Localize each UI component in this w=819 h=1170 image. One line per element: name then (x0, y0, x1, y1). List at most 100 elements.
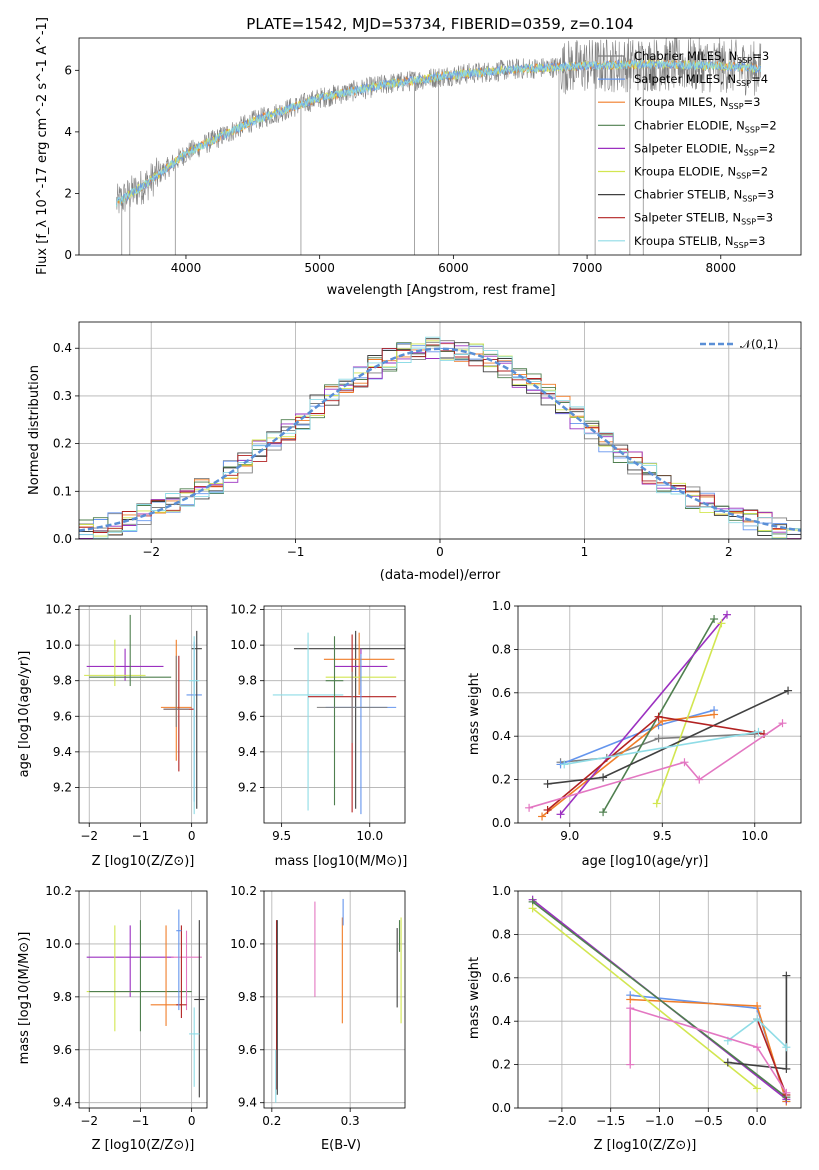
weight-vs-Z-ytick-label: 0.6 (492, 971, 511, 985)
weight-vs-Z-ytick-label: 0.2 (492, 1058, 511, 1072)
age-vs-Z-ytick-label: 9.4 (53, 745, 72, 759)
weight-vs-age-ytick-label: 0.6 (492, 686, 511, 700)
age-vs-Z-xtick-label: −1 (132, 829, 150, 843)
weight-vs-age-series-8-marker (560, 760, 569, 769)
spectrum-panel: 4000 5000 6000 7000 8000 0 2 4 6 wavelength [Ang… (35, 17, 802, 298)
figure-title: PLATE=1542, MJD=53734, FIBERID=0359, z=0… (246, 15, 633, 33)
mass-vs-EBV-xlabel: E(B-V) (321, 1138, 361, 1153)
age-vs-Z-ylabel: age [log10(age/yr)] (17, 651, 32, 778)
legend-label-4: Salpeter ELODIE, NSSP=2 (634, 141, 776, 157)
weight-vs-Z-xtick-label: −1.0 (645, 1114, 674, 1128)
mass-vs-Z-xlabel: Z [log10(Z/Z⊙)] (92, 1138, 195, 1153)
weight-vs-Z-ytick-label: 0.8 (492, 927, 511, 941)
model-spectrum (115, 59, 762, 207)
weight-vs-age-series-5 (655, 623, 723, 804)
weight-vs-age-series-9-marker (695, 775, 704, 784)
axes-frame (78, 890, 208, 1109)
weight-vs-age-series-7-marker (654, 712, 663, 721)
mass-vs-Z-ytick-label: 10.0 (45, 937, 72, 951)
age-vs-mass-xtick-label: 9.5 (272, 829, 291, 843)
weight-vs-Z-series-4-marker (753, 1084, 762, 1093)
age-vs-Z-ytick-label: 10.2 (45, 603, 72, 617)
spectrum-xtick-label: 7000 (572, 261, 603, 275)
spectrum-legend: Chabrier MILES, NSSP=3 Salpeter MILES, NS… (598, 49, 777, 250)
weight-vs-Z-ylabel: mass weight (467, 957, 482, 1039)
weight-vs-age-series-9-marker (525, 803, 534, 812)
weight-vs-Z-series-1-marker (626, 995, 635, 1004)
age-vs-Z-ytick-label: 9.8 (53, 674, 72, 688)
residuals-xtick-label: −1 (287, 545, 305, 559)
weight-vs-Z-xlabel: Z [log10(Z/Z⊙)] (594, 1138, 697, 1153)
weight-vs-age-series-6-marker (599, 773, 608, 782)
weight-vs-age-series-2-marker (538, 812, 547, 821)
weight-vs-age-series-6-marker (543, 779, 552, 788)
weight-vs-Z-series-4-marker (528, 904, 537, 913)
residuals-ytick-label: 0.2 (53, 437, 72, 451)
age-vs-Z-panel: −2 −1 0 9.2 9.4 9.6 9.8 10.0 10.2 Z [log10(Z/Z⊙)… (17, 603, 208, 869)
weight-vs-Z-ytick-label: 1.0 (492, 884, 511, 898)
weight-vs-age-ytick-label: 0.8 (492, 642, 511, 656)
mass-vs-EBV-xtick-label: 0.3 (341, 1114, 360, 1128)
age-vs-mass-panel: 9.5 10.0 9.2 9.4 9.6 9.8 10.0 10.2 mass [log10(… (230, 603, 408, 869)
weight-vs-age-ytick-label: 0.2 (492, 773, 511, 787)
spectrum-ylabel: Flux [f_λ 10^-17 erg cm^-2 s^-1 A^-1] (35, 17, 50, 275)
age-vs-mass-ytick-label: 9.2 (238, 780, 257, 794)
weight-vs-age-xtick-label: 10.0 (741, 829, 768, 843)
residuals-ytick-label: 0.4 (53, 341, 72, 355)
mass-vs-Z-marks (86, 909, 205, 1098)
weight-vs-age-series-9-marker (680, 758, 689, 767)
residuals-xtick-label: 0 (436, 545, 444, 559)
mass-vs-EBV-xtick-label: 0.2 (262, 1114, 281, 1128)
weight-vs-Z-panel: −2.0 −1.5 −1.0 −0.5 0.0 0.0 0.2 0.4 0.6 0.8 1.0 Z … (467, 884, 802, 1153)
age-vs-mass-marks (272, 630, 405, 815)
reference-curve-label: 𝒩(0,1) (740, 337, 778, 351)
mass-vs-EBV-ytick-label: 9.4 (238, 1096, 257, 1110)
weight-vs-Z-ytick-label: 0.4 (492, 1014, 511, 1028)
age-vs-mass-ytick-label: 10.0 (230, 638, 257, 652)
weight-vs-age-series-8 (564, 731, 759, 766)
mass-vs-Z-ytick-label: 9.4 (53, 1096, 72, 1110)
weight-vs-age-panel: 9.0 9.5 10.0 0.0 0.2 0.4 0.6 0.8 1.0 age [log10(… (467, 599, 802, 869)
weight-vs-age-series-6-marker (784, 686, 793, 695)
legend-label-7: Salpeter STELIB, NSSP=3 (634, 211, 773, 227)
residuals-legend: 𝒩(0,1) (700, 337, 778, 351)
weight-vs-Z-series-4 (532, 907, 758, 1090)
weight-vs-age-series-3-marker (710, 615, 719, 624)
age-vs-Z-ytick-label: 9.2 (53, 780, 72, 794)
weight-vs-age-series-4 (559, 614, 728, 815)
weight-vs-age-series-2-marker (658, 717, 667, 726)
age-vs-Z-xtick-label: −2 (80, 829, 98, 843)
mass-vs-EBV-ytick-label: 9.8 (238, 990, 257, 1004)
mass-vs-Z-xtick-label: −1 (132, 1114, 150, 1128)
spectrum-marks (115, 38, 762, 255)
age-vs-Z-xtick-label: 0 (188, 829, 196, 843)
weight-vs-Z-series-8-marker (782, 1088, 791, 1097)
spectrum-xtick-label: 8000 (706, 261, 737, 275)
normal-reference-curve (79, 347, 801, 532)
weight-vs-Z-series-6 (756, 1018, 788, 1096)
mass-vs-Z-ytick-label: 10.2 (45, 884, 72, 898)
legend-label-5: Kroupa ELODIE, NSSP=2 (634, 165, 768, 181)
legend-label-0: Chabrier MILES, NSSP=3 (634, 49, 769, 65)
weight-vs-Z-ytick-label: 0.0 (492, 1101, 511, 1115)
residuals-xtick-label: 2 (725, 545, 733, 559)
weight-vs-age-ytick-label: 0.4 (492, 729, 511, 743)
weight-vs-age-series-4-marker (556, 810, 565, 819)
age-vs-mass-xlabel: mass [log10(M/M⊙)] (275, 854, 408, 869)
age-vs-Z-ytick-label: 9.6 (53, 709, 72, 723)
mass-vs-Z-xtick-label: −2 (80, 1114, 98, 1128)
weight-vs-Z-series-7-marker (753, 1015, 762, 1024)
spectrum-ytick-label: 4 (64, 125, 72, 139)
weight-vs-age-xtick-label: 9.0 (560, 829, 579, 843)
weight-vs-Z-xtick-label: −1.5 (596, 1114, 625, 1128)
mass-vs-Z-xtick-label: 0 (188, 1114, 196, 1128)
spectrum-ytick-label: 2 (64, 186, 72, 200)
weight-vs-age-series-5-marker (652, 799, 661, 808)
spectrum-xlabel: wavelength [Angstrom, rest frame] (327, 283, 556, 298)
axes-frame (517, 605, 802, 824)
mass-vs-EBV-ytick-label: 10.2 (230, 884, 257, 898)
mass-vs-Z-ytick-label: 9.6 (53, 1043, 72, 1057)
legend-label-8: Kroupa STELIB, NSSP=3 (634, 234, 765, 250)
mass-vs-EBV-ytick-label: 10.0 (230, 937, 257, 951)
